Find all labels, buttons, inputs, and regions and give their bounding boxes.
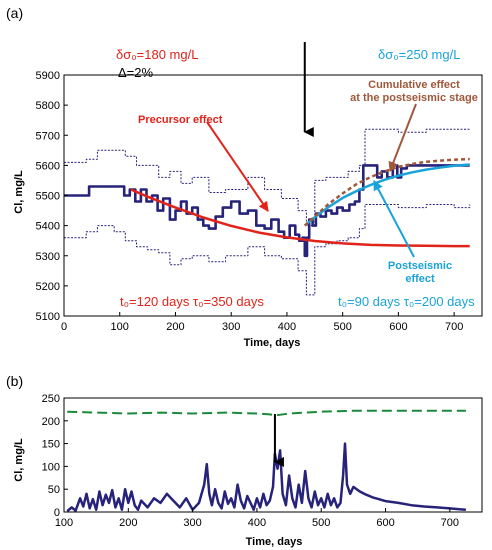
panel-b-label: (b): [6, 373, 23, 389]
annotation-postseismic-2: effect: [405, 273, 435, 285]
y-tick-label: 5700: [36, 130, 60, 142]
x-tick-label: 500: [333, 321, 351, 333]
panel-b-frame: [63, 397, 483, 513]
annotation-delta-sigma-blue: δσ₀=250 mg/L: [378, 47, 460, 62]
cumulative-pointer: [388, 103, 417, 172]
x-tick-label: 600: [376, 517, 394, 529]
postseismic-pointer: [373, 180, 415, 258]
annotation-cumulative-1: Cumulative effect: [368, 79, 460, 91]
y-tick-label: 200: [42, 416, 60, 428]
y-tick-label: 50: [48, 484, 60, 496]
annotation-precursor: Precursor effect: [138, 114, 223, 126]
x-tick-label: 300: [222, 321, 240, 333]
y-tick-label: 5500: [36, 191, 60, 203]
panel-a-ylabel: Cl, mg/L: [13, 170, 25, 214]
y-tick-label: 5800: [36, 100, 60, 112]
series-deviation: [66, 442, 466, 513]
y-tick-label: 150: [42, 439, 60, 451]
annotation-params-blue: t₀=90 days τ₀=200 days: [338, 294, 475, 309]
series-threshold: [67, 409, 466, 417]
series-precursor-effect: [130, 188, 470, 248]
y-tick-label: 5100: [36, 311, 60, 323]
x-tick-label: 500: [312, 517, 330, 529]
y-tick-label: 0: [54, 507, 60, 519]
x-tick-label: 700: [441, 517, 459, 529]
panel-b-ylabel: Cl, mg/L: [13, 438, 25, 482]
x-tick-label: 0: [61, 321, 67, 333]
x-tick-label: 200: [119, 517, 137, 529]
annotation-postseismic-1: Postseismic: [388, 260, 452, 272]
y-tick-label: 5400: [36, 221, 60, 233]
x-tick-label: 300: [183, 517, 201, 529]
series-postseismic-effect: [303, 163, 470, 227]
x-tick-label: 600: [389, 321, 407, 333]
y-tick-label: 5200: [36, 281, 60, 293]
y-tick-label: 5600: [36, 160, 60, 172]
x-tick-label: 700: [445, 321, 463, 333]
panel-a-label: (a): [6, 5, 23, 21]
series-cumulative-effect: [303, 157, 470, 227]
x-tick-label: 100: [55, 517, 73, 529]
x-tick-label: 100: [111, 321, 129, 333]
x-tick-label: 200: [166, 321, 184, 333]
y-tick-label: 5900: [36, 70, 60, 82]
y-tick-label: 250: [42, 393, 60, 405]
precursor-pointer: [206, 121, 269, 212]
annotation-delta-pct: Δ=2%: [118, 65, 154, 80]
x-tick-label: 400: [248, 517, 266, 529]
panel-a: (a) 0 100 200 300 400 500 600 700 5100 5200 5300 54…: [6, 5, 483, 349]
series-upper-bound: [64, 128, 470, 227]
y-tick-label: 100: [42, 461, 60, 473]
panel-a-xlabel: Time, days: [244, 337, 301, 349]
annotation-cumulative-2: at the postseismic stage: [350, 92, 478, 104]
panel-b-xlabel: Time, days: [246, 536, 303, 548]
y-tick-label: 5300: [36, 251, 60, 263]
annotation-params-red: t₀=120 days τ₀=350 days: [120, 294, 264, 309]
annotation-delta-sigma-red: δσ₀=180 mg/L: [116, 47, 198, 62]
panel-b: (b) 100 200 300 400 500 600 700 0 50 100 150 200 250…: [6, 373, 483, 548]
x-tick-label: 400: [278, 321, 296, 333]
